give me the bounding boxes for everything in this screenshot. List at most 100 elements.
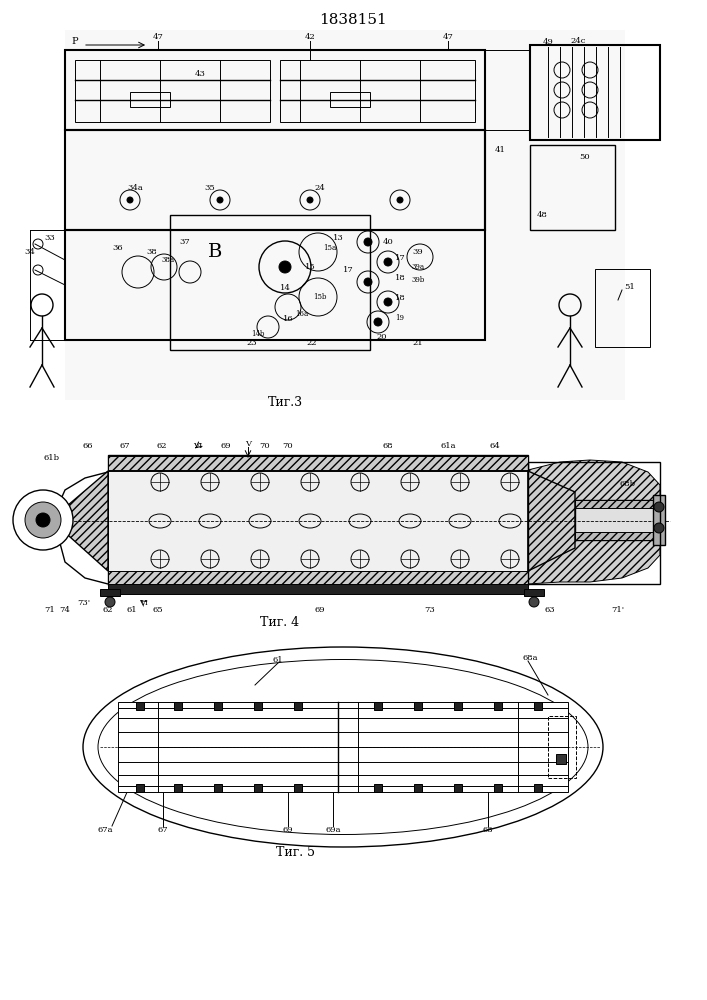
Text: 20: 20 — [377, 333, 387, 341]
Text: 38: 38 — [146, 248, 158, 256]
Text: 67: 67 — [119, 442, 130, 450]
Bar — [595, 269, 650, 347]
Text: 38a: 38a — [161, 256, 175, 264]
Text: 50: 50 — [580, 153, 590, 161]
Bar — [548, 716, 576, 778]
Text: 61b: 61b — [44, 454, 60, 462]
Text: 33: 33 — [45, 234, 55, 242]
Bar — [530, 45, 660, 140]
Text: 68b: 68b — [620, 480, 636, 488]
Bar — [136, 702, 144, 710]
Bar — [108, 456, 528, 470]
Text: 67: 67 — [158, 826, 168, 834]
Circle shape — [374, 318, 382, 326]
Bar — [374, 702, 382, 710]
Circle shape — [279, 261, 291, 273]
Bar — [118, 702, 568, 792]
Text: 34: 34 — [25, 248, 35, 256]
Text: 68: 68 — [483, 826, 493, 834]
Bar — [534, 784, 542, 792]
Text: 74: 74 — [59, 606, 71, 614]
Bar — [170, 215, 370, 350]
Text: 16: 16 — [283, 315, 293, 323]
Text: 39a: 39a — [411, 263, 425, 271]
Text: 69: 69 — [315, 606, 325, 614]
Text: 17: 17 — [343, 266, 354, 274]
Text: 39: 39 — [413, 248, 423, 256]
Bar — [174, 702, 182, 710]
Text: 69a: 69a — [325, 826, 341, 834]
Text: 68a: 68a — [522, 654, 538, 662]
Circle shape — [25, 502, 61, 538]
Circle shape — [364, 278, 372, 286]
Text: 36: 36 — [112, 244, 123, 252]
Bar — [214, 784, 222, 792]
Text: 65: 65 — [153, 606, 163, 614]
Text: 48: 48 — [537, 211, 547, 219]
Text: P: P — [71, 36, 78, 45]
Bar — [534, 702, 542, 710]
Bar — [100, 589, 120, 596]
Bar — [30, 418, 680, 618]
Bar — [65, 30, 625, 400]
Polygon shape — [60, 471, 108, 571]
Bar — [294, 784, 302, 792]
Text: 71: 71 — [45, 606, 55, 614]
Text: 66: 66 — [83, 442, 93, 450]
Text: 18: 18 — [395, 274, 405, 282]
Text: 42: 42 — [305, 33, 315, 41]
Text: 62: 62 — [103, 606, 113, 614]
Circle shape — [13, 490, 73, 550]
Bar — [575, 500, 655, 508]
Circle shape — [127, 197, 133, 203]
Ellipse shape — [83, 647, 603, 847]
Text: 69: 69 — [283, 826, 293, 834]
Bar — [494, 784, 502, 792]
Bar — [528, 462, 660, 584]
Text: 69: 69 — [221, 442, 231, 450]
Bar — [575, 532, 655, 540]
Circle shape — [654, 523, 664, 533]
Text: 37: 37 — [180, 238, 190, 246]
Text: 71': 71' — [612, 606, 624, 614]
Bar — [75, 60, 270, 122]
Bar — [454, 702, 462, 710]
Text: 35: 35 — [204, 184, 216, 192]
Bar — [454, 784, 462, 792]
Text: 15: 15 — [305, 263, 315, 271]
Text: 34a: 34a — [127, 184, 143, 192]
Bar — [374, 784, 382, 792]
Text: 51: 51 — [624, 283, 636, 291]
Polygon shape — [528, 460, 660, 584]
Bar — [254, 702, 262, 710]
Text: 22: 22 — [307, 339, 317, 347]
Text: 67a: 67a — [98, 826, 112, 834]
Text: 73': 73' — [78, 599, 90, 607]
Text: 70: 70 — [259, 442, 270, 450]
Text: 14b: 14b — [251, 330, 264, 338]
Text: Τиг.3: Τиг.3 — [267, 395, 303, 408]
Bar — [65, 130, 485, 230]
Text: 13: 13 — [332, 234, 344, 242]
Text: VI: VI — [193, 442, 203, 450]
Text: 14: 14 — [279, 284, 291, 292]
Text: 61: 61 — [273, 656, 284, 664]
Bar — [280, 60, 475, 122]
Text: Τиг. 5: Τиг. 5 — [276, 846, 315, 858]
Text: 39b: 39b — [411, 276, 425, 284]
Text: 23: 23 — [247, 339, 257, 347]
Text: 47: 47 — [153, 33, 163, 41]
Bar — [254, 784, 262, 792]
Circle shape — [364, 238, 372, 246]
Circle shape — [384, 298, 392, 306]
Bar — [108, 584, 528, 594]
Text: 61: 61 — [127, 606, 137, 614]
Text: 63: 63 — [544, 606, 555, 614]
Text: 41: 41 — [495, 146, 506, 154]
Text: 49: 49 — [542, 38, 554, 46]
Text: 15a: 15a — [323, 244, 337, 252]
Text: 40: 40 — [382, 238, 393, 246]
Text: V: V — [245, 440, 251, 448]
Text: 17: 17 — [395, 254, 405, 262]
Text: 16a: 16a — [296, 310, 309, 318]
